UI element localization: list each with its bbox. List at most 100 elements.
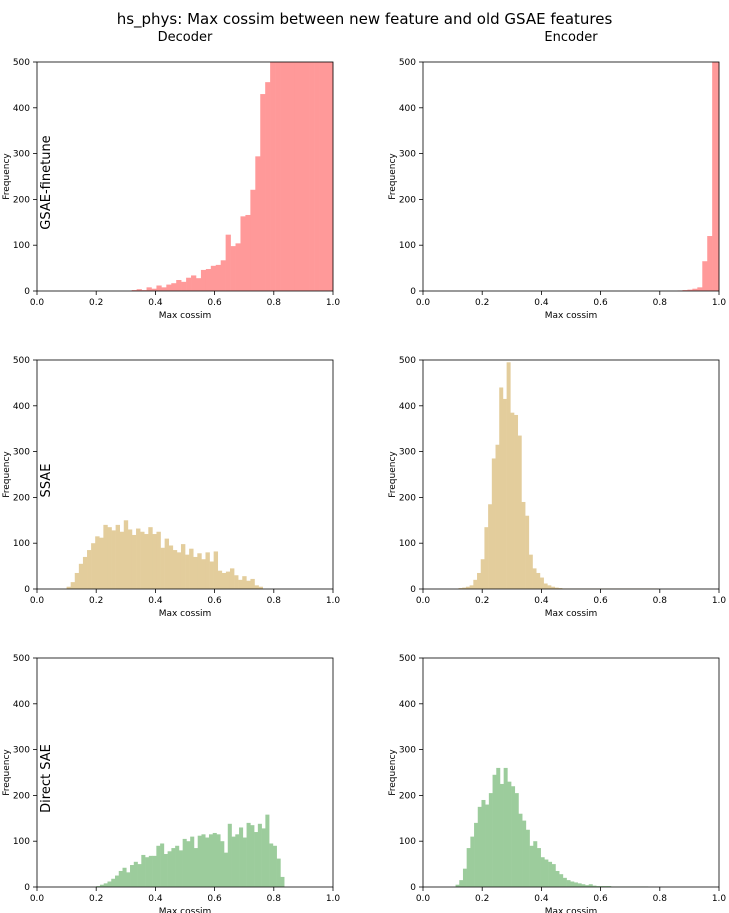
y-tick-label: 100 bbox=[13, 241, 30, 251]
histogram-bar bbox=[99, 537, 104, 589]
histogram-bar bbox=[309, 62, 315, 291]
histogram-bar bbox=[712, 62, 718, 291]
histogram-bar bbox=[517, 435, 522, 589]
histogram-bar bbox=[156, 531, 161, 589]
histogram-bar bbox=[221, 572, 227, 589]
histogram-bar bbox=[201, 559, 206, 589]
y-tick-label: 500 bbox=[13, 654, 30, 664]
histogram-bar bbox=[96, 886, 101, 887]
histogram-bar bbox=[225, 571, 231, 589]
y-tick-label: 200 bbox=[399, 195, 416, 205]
histogram-bar bbox=[144, 534, 149, 589]
x-tick-label: 1.0 bbox=[326, 894, 341, 904]
subplot-2-1: 0.0 0.2 0.4 0.6 0.8 1.0 0 100 200 300 400 500 Max co… bbox=[2, 356, 340, 619]
histogram-bar bbox=[176, 280, 182, 291]
histogram-bar bbox=[250, 189, 256, 291]
x-axis-label: Max cossim bbox=[545, 907, 598, 913]
x-tick-label: 0.6 bbox=[593, 298, 608, 308]
histogram-bar bbox=[148, 855, 153, 887]
histogram-bar bbox=[532, 568, 537, 589]
histogram-bar bbox=[265, 82, 271, 292]
histogram-bar bbox=[254, 832, 259, 887]
histogram-bar bbox=[205, 552, 210, 589]
histogram-bar bbox=[521, 501, 526, 589]
y-axis-label: Frequency bbox=[388, 749, 398, 796]
histogram-bar bbox=[197, 835, 202, 887]
histogram-bar bbox=[596, 886, 601, 887]
x-tick-label: 1.0 bbox=[712, 596, 727, 606]
y-tick-label: 400 bbox=[13, 700, 30, 710]
y-tick-label: 300 bbox=[399, 150, 416, 160]
histogram-bar bbox=[190, 836, 195, 887]
histogram-bar bbox=[458, 588, 463, 589]
histogram-bar bbox=[570, 881, 575, 887]
histogram-bar bbox=[254, 585, 259, 589]
histogram-bar bbox=[299, 62, 306, 291]
y-tick-label: 0 bbox=[24, 287, 30, 297]
histogram-bar bbox=[466, 848, 471, 887]
histogram-bar bbox=[189, 548, 194, 589]
histogram-bar bbox=[488, 793, 493, 887]
histogram-bar bbox=[171, 283, 177, 291]
histogram-bar bbox=[70, 582, 76, 589]
histogram-bar bbox=[260, 94, 266, 291]
histogram-bar bbox=[544, 859, 549, 887]
histogram-bar bbox=[185, 554, 190, 589]
histogram-bar bbox=[258, 586, 263, 589]
histogram-bar bbox=[151, 288, 157, 291]
histogram-bar bbox=[235, 834, 240, 887]
histogram-bar bbox=[182, 838, 187, 887]
x-axis-label: Max cossim bbox=[545, 311, 598, 321]
y-tick-label: 300 bbox=[399, 448, 416, 458]
histogram-bar bbox=[272, 845, 277, 887]
histogram-bar bbox=[180, 544, 186, 589]
histogram-bar bbox=[224, 852, 229, 887]
histogram-bar bbox=[119, 531, 125, 589]
x-tick-label: 1.0 bbox=[326, 596, 341, 606]
histogram-bar bbox=[607, 886, 612, 887]
subplot-1-1: 0.0 0.2 0.4 0.6 0.8 1.0 0 100 200 300 400 500 Max co… bbox=[2, 58, 340, 321]
histogram-bar bbox=[246, 822, 251, 887]
histogram-bar bbox=[551, 586, 556, 589]
histogram-bar bbox=[588, 884, 593, 887]
histogram-bar bbox=[215, 264, 221, 291]
histogram-bar bbox=[280, 62, 286, 291]
histogram-bar bbox=[133, 861, 138, 887]
histogram-bar bbox=[455, 884, 460, 887]
histogram-bar bbox=[480, 559, 485, 589]
histogram-bar bbox=[491, 458, 496, 589]
histogram-bar bbox=[603, 886, 608, 887]
axes-frame bbox=[422, 359, 720, 590]
x-axis-label: Max cossim bbox=[545, 609, 598, 619]
histogram-bar bbox=[242, 576, 247, 589]
histogram-bar bbox=[217, 570, 223, 589]
axes-frame bbox=[422, 61, 720, 292]
x-tick-label: 0.8 bbox=[267, 298, 282, 308]
y-axis-label: Frequency bbox=[2, 749, 12, 796]
histogram-bar bbox=[234, 575, 239, 589]
histogram-bar bbox=[152, 855, 157, 887]
x-tick-label: 0.0 bbox=[416, 298, 431, 308]
histogram-bar bbox=[592, 885, 597, 887]
histogram-bar bbox=[216, 834, 221, 887]
histogram-bar bbox=[473, 579, 478, 589]
y-tick-label: 400 bbox=[399, 700, 416, 710]
histogram-bar bbox=[529, 845, 534, 887]
histogram-bar bbox=[107, 527, 112, 589]
histogram-bar bbox=[506, 362, 511, 589]
x-tick-label: 0.2 bbox=[89, 596, 103, 606]
histogram-bar bbox=[250, 578, 255, 589]
x-tick-label: 1.0 bbox=[326, 298, 341, 308]
histogram-bar bbox=[518, 813, 523, 887]
histogram-bar bbox=[548, 861, 553, 887]
histogram-bar bbox=[470, 836, 475, 887]
histogram-bar bbox=[82, 556, 88, 589]
histogram-bar bbox=[235, 243, 241, 291]
x-tick-label: 0.0 bbox=[416, 894, 431, 904]
histogram-bar bbox=[229, 568, 235, 589]
histogram-bar bbox=[502, 398, 507, 589]
histogram-bar bbox=[554, 587, 559, 589]
x-tick-label: 0.2 bbox=[475, 596, 489, 606]
histogram-bar bbox=[585, 885, 590, 887]
column-title-encoder: Encoder bbox=[544, 30, 598, 45]
